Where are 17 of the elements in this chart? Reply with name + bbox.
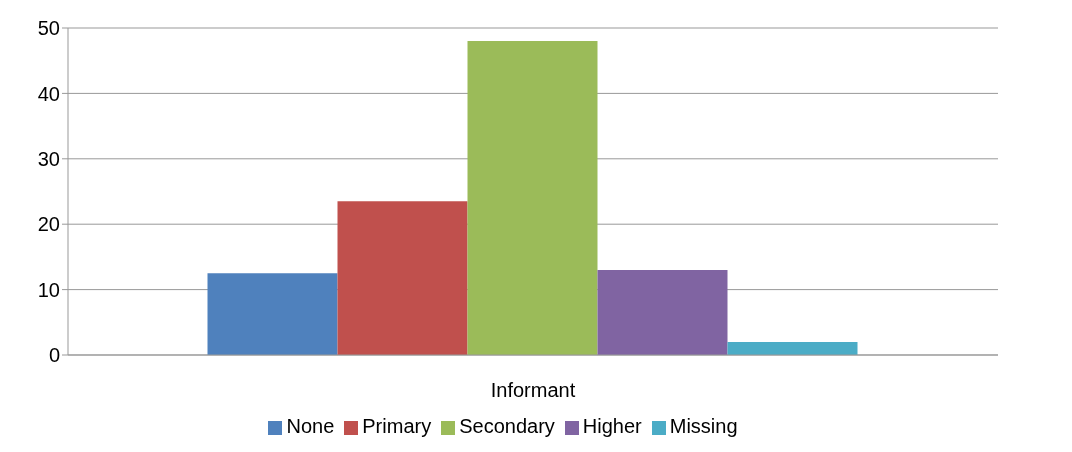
- legend-label: Missing: [669, 415, 738, 437]
- bar: [207, 273, 338, 355]
- legend-label: Secondary: [459, 415, 555, 437]
- y-tick-label: 10: [37, 278, 60, 301]
- x-tick-label: Informant: [490, 379, 576, 402]
- bar: [467, 41, 598, 355]
- bar: [597, 269, 728, 355]
- legend-label: Primary: [362, 415, 432, 437]
- bar: [337, 201, 468, 355]
- y-tick-label: 30: [37, 147, 60, 170]
- bar: [727, 341, 858, 355]
- legend-label: None: [286, 415, 335, 437]
- y-tick-label: 50: [37, 17, 60, 40]
- y-tick-label: 20: [37, 213, 60, 236]
- y-tick-label: 0: [48, 344, 60, 367]
- y-tick-label: 40: [37, 82, 60, 105]
- legend-label: Higher: [582, 415, 642, 437]
